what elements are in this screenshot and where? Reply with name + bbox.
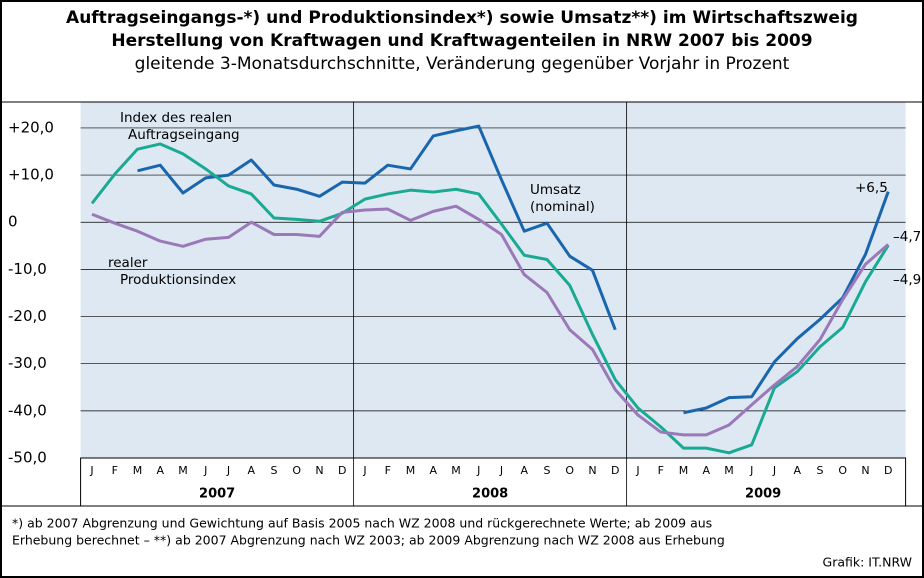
x-tick-label: S [271, 464, 278, 477]
source: Grafik: IT.NRW [823, 555, 912, 570]
x-tick-label: J [89, 464, 93, 477]
y-tick-label: -40,0 [8, 401, 47, 419]
series-label: Auftragseingang [128, 127, 240, 143]
x-tick-label: S [544, 464, 551, 477]
y-tick-label: -20,0 [8, 307, 47, 325]
x-tick-label: A [793, 464, 801, 477]
footnote: *) ab 2007 Abgrenzung und Gewichtung auf… [12, 516, 712, 531]
x-tick-label: O [292, 464, 301, 477]
x-tick-label: D [611, 464, 619, 477]
x-tick-label: F [385, 464, 391, 477]
x-tick-label: M [406, 464, 416, 477]
x-tick-label: J [499, 464, 503, 477]
value-label: –4,7 [893, 229, 921, 245]
x-tick-label: J [772, 464, 776, 477]
x-tick-label: N [861, 464, 869, 477]
chart-subtitle: gleitende 3-Monatsdurchschnitte, Verände… [135, 54, 790, 74]
y-tick-label: -50,0 [8, 449, 47, 467]
x-tick-label: J [362, 464, 366, 477]
x-tick-label: J [476, 464, 480, 477]
y-tick-label: -30,0 [8, 354, 47, 372]
x-tick-label: N [588, 464, 596, 477]
x-tick-label: J [635, 464, 639, 477]
x-tick-label: J [203, 464, 207, 477]
y-tick-label: +10,0 [8, 166, 54, 184]
x-tick-label: A [702, 464, 710, 477]
x-tick-label: N [315, 464, 323, 477]
x-tick-label: O [838, 464, 847, 477]
chart-title: Auftragseingangs-*) und Produktionsindex… [66, 8, 858, 28]
footnote: Erhebung berechnet – **) ab 2007 Abgrenz… [12, 533, 725, 548]
value-label: –4,9 [893, 272, 921, 288]
x-tick-label: F [658, 464, 664, 477]
x-tick-label: M [133, 464, 143, 477]
x-tick-label: D [884, 464, 892, 477]
year-label: 2007 [199, 487, 235, 502]
chart-title: Herstellung von Kraftwagen und Kraftwage… [111, 31, 812, 51]
x-tick-label: A [247, 464, 255, 477]
x-tick-label: D [338, 464, 346, 477]
x-tick-label: A [156, 464, 164, 477]
y-tick-label: +20,0 [8, 118, 54, 136]
x-tick-label: A [520, 464, 528, 477]
year-label: 2008 [472, 487, 508, 502]
value-label: +6,5 [855, 180, 888, 196]
series-label: Umsatz [530, 182, 581, 198]
series-line [91, 204, 890, 437]
x-tick-label: M [451, 464, 461, 477]
x-tick-label: J [226, 464, 230, 477]
x-tick-label: S [817, 464, 824, 477]
year-label: 2009 [745, 487, 781, 502]
series-label: Index des realen [120, 110, 232, 126]
y-tick-label: 0 [8, 213, 18, 231]
x-tick-label: M [178, 464, 188, 477]
x-tick-label: M [724, 464, 734, 477]
x-tick-label: J [749, 464, 753, 477]
series-label: realer [108, 255, 148, 271]
x-tick-label: M [679, 464, 689, 477]
series-line [90, 142, 890, 455]
series-label: (nominal) [530, 199, 595, 215]
x-tick-label: F [112, 464, 118, 477]
x-tick-label: A [429, 464, 437, 477]
series-label: Produktionsindex [120, 272, 236, 288]
y-tick-label: -10,0 [8, 260, 47, 278]
x-tick-label: O [565, 464, 574, 477]
